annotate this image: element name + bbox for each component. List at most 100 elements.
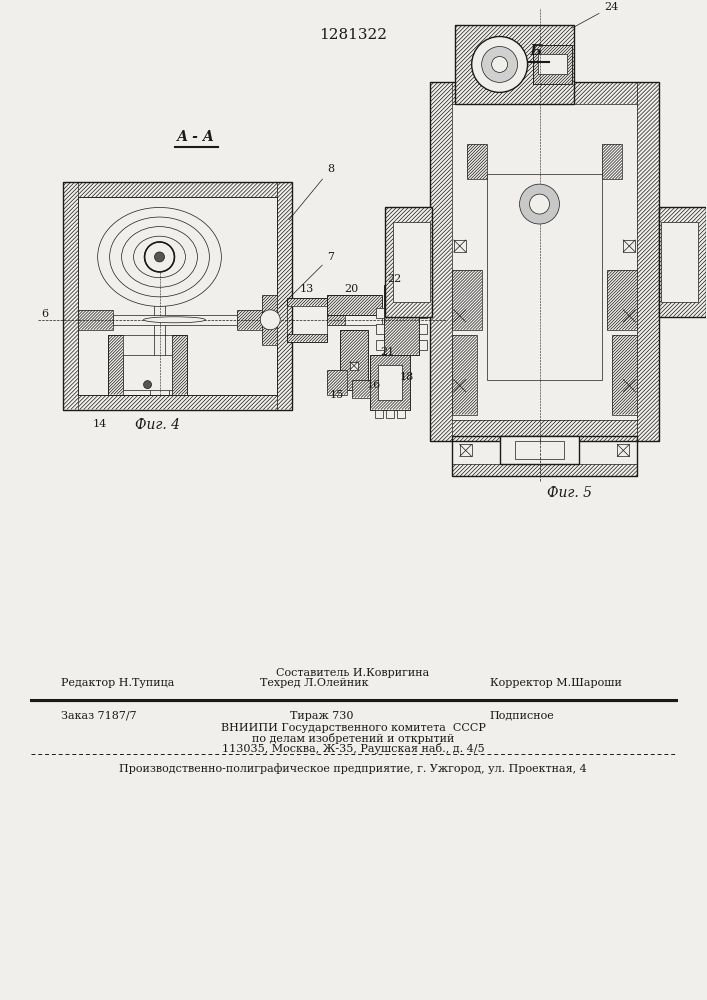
Circle shape xyxy=(481,46,518,82)
Bar xyxy=(150,365,170,395)
Bar xyxy=(370,355,410,410)
Text: 18: 18 xyxy=(400,372,414,382)
Text: 20: 20 xyxy=(344,284,358,294)
Bar xyxy=(617,444,629,456)
Text: 21: 21 xyxy=(380,347,395,357)
Circle shape xyxy=(144,381,151,389)
Bar xyxy=(287,298,327,342)
Bar xyxy=(376,308,384,318)
Circle shape xyxy=(491,56,508,72)
Bar xyxy=(537,54,568,74)
Bar xyxy=(515,441,564,459)
Polygon shape xyxy=(327,295,382,315)
Polygon shape xyxy=(63,182,78,410)
Polygon shape xyxy=(352,380,370,398)
Text: Производственно-полиграфическое предприятие, г. Ужгород, ул. Проектная, 4: Производственно-полиграфическое предприя… xyxy=(119,764,587,774)
Bar xyxy=(385,207,432,317)
Bar xyxy=(454,380,466,392)
Circle shape xyxy=(155,252,165,262)
Polygon shape xyxy=(238,310,277,330)
Polygon shape xyxy=(384,285,419,355)
Polygon shape xyxy=(287,334,327,342)
Polygon shape xyxy=(430,82,452,441)
Text: Фиг. 4: Фиг. 4 xyxy=(135,418,180,432)
Text: Фиг. 5: Фиг. 5 xyxy=(547,486,592,500)
Text: 113035, Москва, Ж-35, Раушская наб., д. 4/5: 113035, Москва, Ж-35, Раушская наб., д. … xyxy=(222,743,484,754)
Text: Б - Б: Б - Б xyxy=(503,44,542,58)
Circle shape xyxy=(472,37,527,92)
Bar xyxy=(340,330,368,390)
Polygon shape xyxy=(107,335,122,395)
Text: 8: 8 xyxy=(289,164,334,220)
Bar xyxy=(112,315,238,325)
Polygon shape xyxy=(277,182,292,410)
Bar xyxy=(454,240,466,252)
Text: 7: 7 xyxy=(279,252,334,308)
Polygon shape xyxy=(327,370,347,395)
Bar xyxy=(624,380,636,392)
Bar xyxy=(150,272,170,280)
Polygon shape xyxy=(637,82,659,441)
Polygon shape xyxy=(370,355,410,410)
Bar xyxy=(624,240,636,252)
Ellipse shape xyxy=(134,236,185,278)
Ellipse shape xyxy=(98,207,221,306)
Bar xyxy=(378,365,402,400)
Text: 24: 24 xyxy=(572,2,619,28)
Polygon shape xyxy=(430,420,659,441)
Bar xyxy=(327,315,382,325)
Polygon shape xyxy=(287,298,327,306)
Polygon shape xyxy=(602,144,622,179)
Bar xyxy=(153,272,165,365)
Bar xyxy=(107,335,187,395)
Polygon shape xyxy=(532,45,573,84)
Text: 14: 14 xyxy=(93,419,107,429)
Polygon shape xyxy=(144,242,175,272)
Bar xyxy=(419,324,427,334)
Bar xyxy=(63,182,292,410)
Bar xyxy=(532,45,573,84)
Bar xyxy=(661,222,698,302)
Text: Корректор М.Шароши: Корректор М.Шароши xyxy=(490,678,621,688)
Polygon shape xyxy=(173,335,187,395)
Polygon shape xyxy=(385,207,432,317)
Circle shape xyxy=(144,242,175,272)
Circle shape xyxy=(530,194,549,214)
Bar xyxy=(624,310,636,322)
Circle shape xyxy=(520,184,559,224)
Ellipse shape xyxy=(110,217,209,297)
Text: Редактор Н.Тупица: Редактор Н.Тупица xyxy=(61,678,174,688)
Text: Составитель И.Ковригина: Составитель И.Ковригина xyxy=(276,668,430,678)
Polygon shape xyxy=(659,207,706,317)
Polygon shape xyxy=(63,395,292,410)
Bar xyxy=(659,207,706,317)
Bar xyxy=(455,25,574,104)
Bar xyxy=(419,292,427,302)
Polygon shape xyxy=(452,335,477,415)
Text: 15: 15 xyxy=(330,390,344,400)
Polygon shape xyxy=(63,182,292,197)
Bar xyxy=(384,285,419,355)
Polygon shape xyxy=(340,330,368,390)
Bar xyxy=(376,324,384,334)
Polygon shape xyxy=(327,315,345,325)
Bar xyxy=(122,355,173,390)
Bar xyxy=(375,410,383,418)
Ellipse shape xyxy=(122,227,197,287)
Text: Техред Л.Олейник: Техред Л.Олейник xyxy=(260,678,369,688)
Bar xyxy=(452,436,637,476)
Text: 6: 6 xyxy=(41,309,48,319)
Text: по делам изобретений и открытий: по делам изобретений и открытий xyxy=(252,733,454,744)
Bar xyxy=(397,410,405,418)
Text: Тираж 730: Тираж 730 xyxy=(290,711,354,721)
Bar xyxy=(350,362,358,370)
Text: 1281322: 1281322 xyxy=(319,28,387,42)
Bar xyxy=(376,340,384,350)
Bar xyxy=(419,340,427,350)
Polygon shape xyxy=(607,270,637,330)
Bar xyxy=(327,295,382,315)
Polygon shape xyxy=(467,144,486,179)
Polygon shape xyxy=(455,25,574,104)
Bar xyxy=(486,174,602,380)
Polygon shape xyxy=(452,270,481,330)
